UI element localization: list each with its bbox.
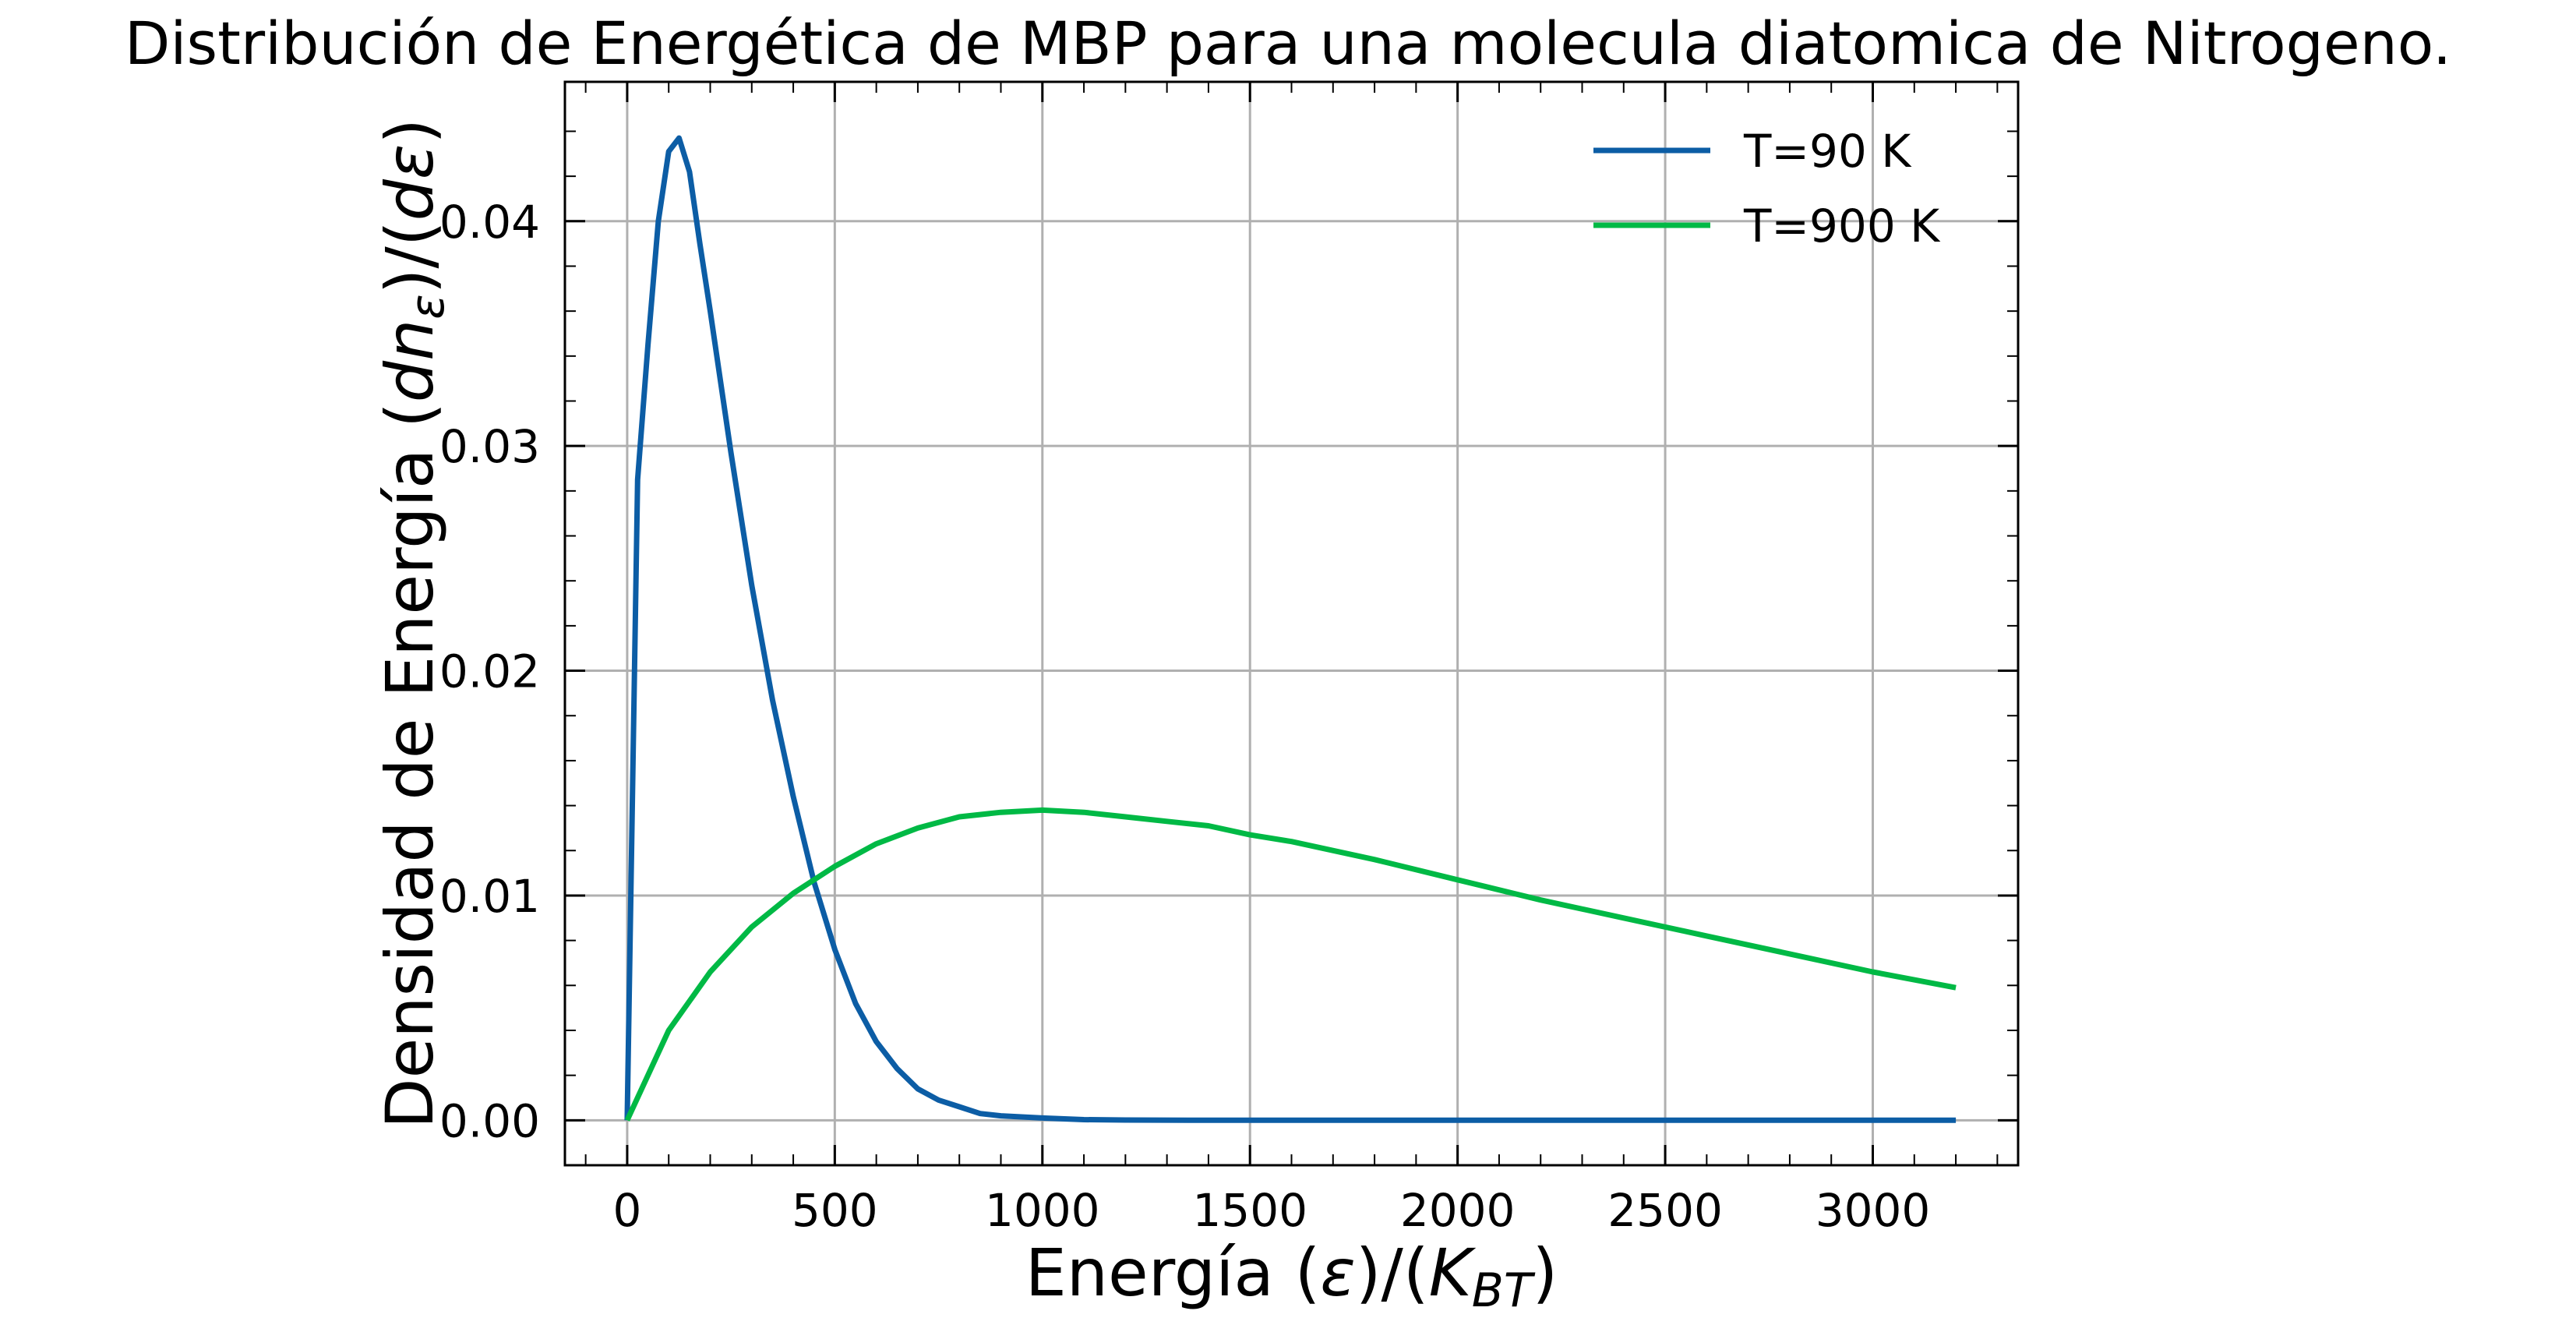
x-tick-label: 0 [612,1184,641,1237]
grid [565,82,2018,1165]
series-line-2 [624,807,1957,1122]
x-tick-label: 1500 [1192,1184,1307,1237]
x-tick-label: 500 [792,1184,878,1237]
y-tick-label: 0.03 [439,420,540,473]
chart-title: Distribución de Energética de MBP para u… [125,9,2451,78]
y-tick-label: 0.04 [439,196,540,249]
legend: T=90 K T=900 K [1593,125,1941,253]
x-tick-label: 3000 [1816,1184,1931,1237]
tick-labels: 0 500 1000 1500 2000 2500 3000 0.00 0.01 0.02 0.03… [439,196,1930,1237]
y-tick-label: 0.01 [439,870,540,923]
x-tick-label: 2500 [1607,1184,1723,1237]
axis-ticks [565,82,2018,1166]
x-tick-label: 2000 [1400,1184,1516,1237]
series-layer [624,135,1957,1123]
x-axis-label: Energía (ε)/(KBT) [1025,1235,1558,1318]
x-tick-label: 1000 [985,1184,1100,1237]
legend-label-1: T=90 K [1743,125,1912,178]
y-axis-label: Densidad de Energía (dnε)/(dε) [372,118,455,1129]
y-tick-label: 0.02 [439,645,540,698]
series-line-1 [624,135,1957,1123]
plot-frame [563,80,2020,1167]
y-tick-label: 0.00 [439,1094,540,1147]
legend-label-2: T=900 K [1743,200,1941,253]
